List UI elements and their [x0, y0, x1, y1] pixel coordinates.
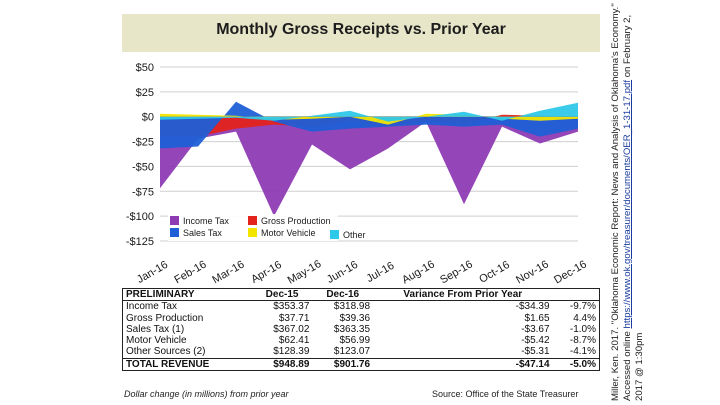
legend-label: Other	[343, 230, 366, 240]
x-tick-label: May-16	[286, 258, 324, 286]
table-cell: Gross Production	[126, 312, 204, 324]
x-axis-ticks: Jan-16 Feb-16 Mar-16 Apr-16 May-16 Jun-16 Jul-…	[135, 258, 589, 286]
citation-text: Miller, Ken. 2017. "Oklahoma Economic Re…	[610, 1, 718, 401]
table-row: Gross Production $37.71 $39.36 $1.65 4.4%	[123, 313, 600, 324]
x-tick-label: Apr-16	[249, 259, 284, 286]
x-tick-label: Mar-16	[210, 258, 246, 286]
table-cell: -$5.31	[521, 346, 550, 358]
x-tick-label: Jul-16	[365, 260, 397, 285]
legend-label: Income Tax	[183, 216, 229, 226]
table-cell: $37.71	[278, 312, 310, 324]
table-cell: $1.65	[524, 312, 550, 324]
table-cell: $62.41	[278, 335, 310, 347]
table-body: Income Tax $353.37 $318.98 -$34.39 -9.7% Gros…	[122, 301, 600, 371]
table-cell: $39.36	[339, 312, 371, 324]
table-header-row: PRELIMINARY Dec-15 Dec-16 Variance From Pri…	[122, 288, 600, 302]
x-tick-label: Dec-16	[552, 258, 589, 286]
chart-source: Source: Office of the State Treasurer	[432, 389, 579, 399]
table-row: Income Tax $353.37 $318.98 -$34.39 -9.7%	[123, 301, 600, 313]
table-row: Motor Vehicle $62.41 $56.99 -$5.42 -8.7%	[123, 335, 600, 346]
table-cell: $318.98	[333, 301, 371, 313]
table-cell: $123.07	[333, 346, 371, 358]
table-cell: $56.99	[339, 335, 371, 347]
legend: Income Tax Gross Production Sales Tax Motor…	[168, 214, 366, 241]
table-cell: $363.35	[333, 323, 371, 335]
y-tick-label: $25	[136, 87, 154, 99]
y-axis-ticks: $50 $25 $0 -$25 -$50 -$75 -$100 -$125	[126, 62, 154, 248]
table-cell: -$3.67	[521, 323, 550, 335]
legend-swatch	[330, 230, 339, 239]
table-cell: $948.89	[251, 357, 313, 371]
table-header-cell: Dec-15	[251, 288, 313, 302]
x-tick-label: Feb-16	[172, 258, 208, 286]
legend-swatch	[248, 228, 257, 237]
x-tick-label: Aug-16	[400, 258, 437, 286]
table-cell: Motor Vehicle	[126, 335, 187, 347]
table-row: TOTAL REVENUE $948.89 $901.76 -$47.14 -5.0%	[122, 357, 600, 371]
series-area-income-tax	[160, 116, 578, 217]
legend-swatch	[170, 216, 179, 225]
series-areas	[160, 101, 578, 217]
series-area-sales-tax	[160, 101, 578, 149]
table-cell: -$47.14	[373, 357, 553, 371]
chart-title: Monthly Gross Receipts vs. Prior Year	[216, 21, 506, 38]
table-cell: -9.7%	[569, 301, 596, 313]
legend-label: Gross Production	[261, 216, 331, 226]
table-cell: -5.0%	[552, 357, 600, 371]
citation-link[interactable]: https://www.ok.gov/treasurer/documents/O…	[622, 79, 633, 329]
y-tick-label: -$25	[132, 137, 154, 149]
table-header-cell: Variance From Prior Year	[373, 288, 553, 302]
table-cell: $128.39	[273, 346, 310, 358]
table-cell: -$34.39	[515, 301, 550, 313]
table-header-cell	[552, 288, 600, 302]
table-cell: Sales Tax (1)	[126, 323, 185, 335]
table-cell: Income Tax	[126, 301, 177, 313]
legend-label: Sales Tax	[183, 228, 222, 238]
legend-swatch	[248, 216, 257, 225]
y-tick-label: -$50	[132, 161, 154, 173]
legend-label: Motor Vehicle	[261, 228, 316, 238]
y-tick-label: -$125	[126, 236, 154, 248]
x-tick-label: Jun-16	[325, 259, 360, 286]
table-row: Other Sources (2) $128.39 $123.07 -$5.31 -4.…	[123, 346, 600, 358]
y-tick-label: -$100	[126, 211, 154, 223]
table-cell: Other Sources (2)	[126, 346, 206, 358]
table-cell: -8.7%	[569, 335, 596, 347]
x-tick-label: Sep-16	[438, 258, 475, 286]
y-tick-label: $50	[136, 62, 154, 74]
table-cell: $367.02	[273, 323, 310, 335]
area-chart: $50 $25 $0 -$25 -$50 -$75 -$100 -$125 Jan-16 Feb…	[126, 62, 589, 286]
table-header-cell: PRELIMINARY	[122, 288, 252, 302]
x-tick-label: Oct-16	[477, 259, 512, 286]
table-cell: $901.76	[312, 357, 374, 371]
table-cell: -4.1%	[569, 346, 596, 358]
table-cell: -$5.42	[521, 335, 550, 347]
y-tick-label: $0	[142, 112, 154, 124]
legend-swatch	[170, 228, 179, 237]
table-cell: TOTAL REVENUE	[122, 357, 252, 371]
table-cell: $353.37	[273, 301, 310, 313]
table-cell: -1.0%	[569, 323, 596, 335]
x-tick-label: Jan-16	[135, 259, 170, 286]
chart-footnote: Dollar change (in millions) from prior y…	[124, 389, 289, 399]
revenue-table: PRELIMINARY Dec-15 Dec-16 Variance From Pri…	[122, 288, 600, 372]
table-row: Sales Tax (1) $367.02 $363.35 -$3.67 -1.0%	[123, 324, 600, 335]
y-tick-label: -$75	[132, 186, 154, 198]
chart-title-bar	[122, 14, 600, 52]
table-header-cell: Dec-16	[312, 288, 374, 302]
chart-panel	[116, 4, 608, 402]
series-area-other	[160, 102, 578, 122]
table-cell: 4.4%	[573, 312, 596, 324]
x-tick-label: Nov-16	[514, 258, 551, 286]
